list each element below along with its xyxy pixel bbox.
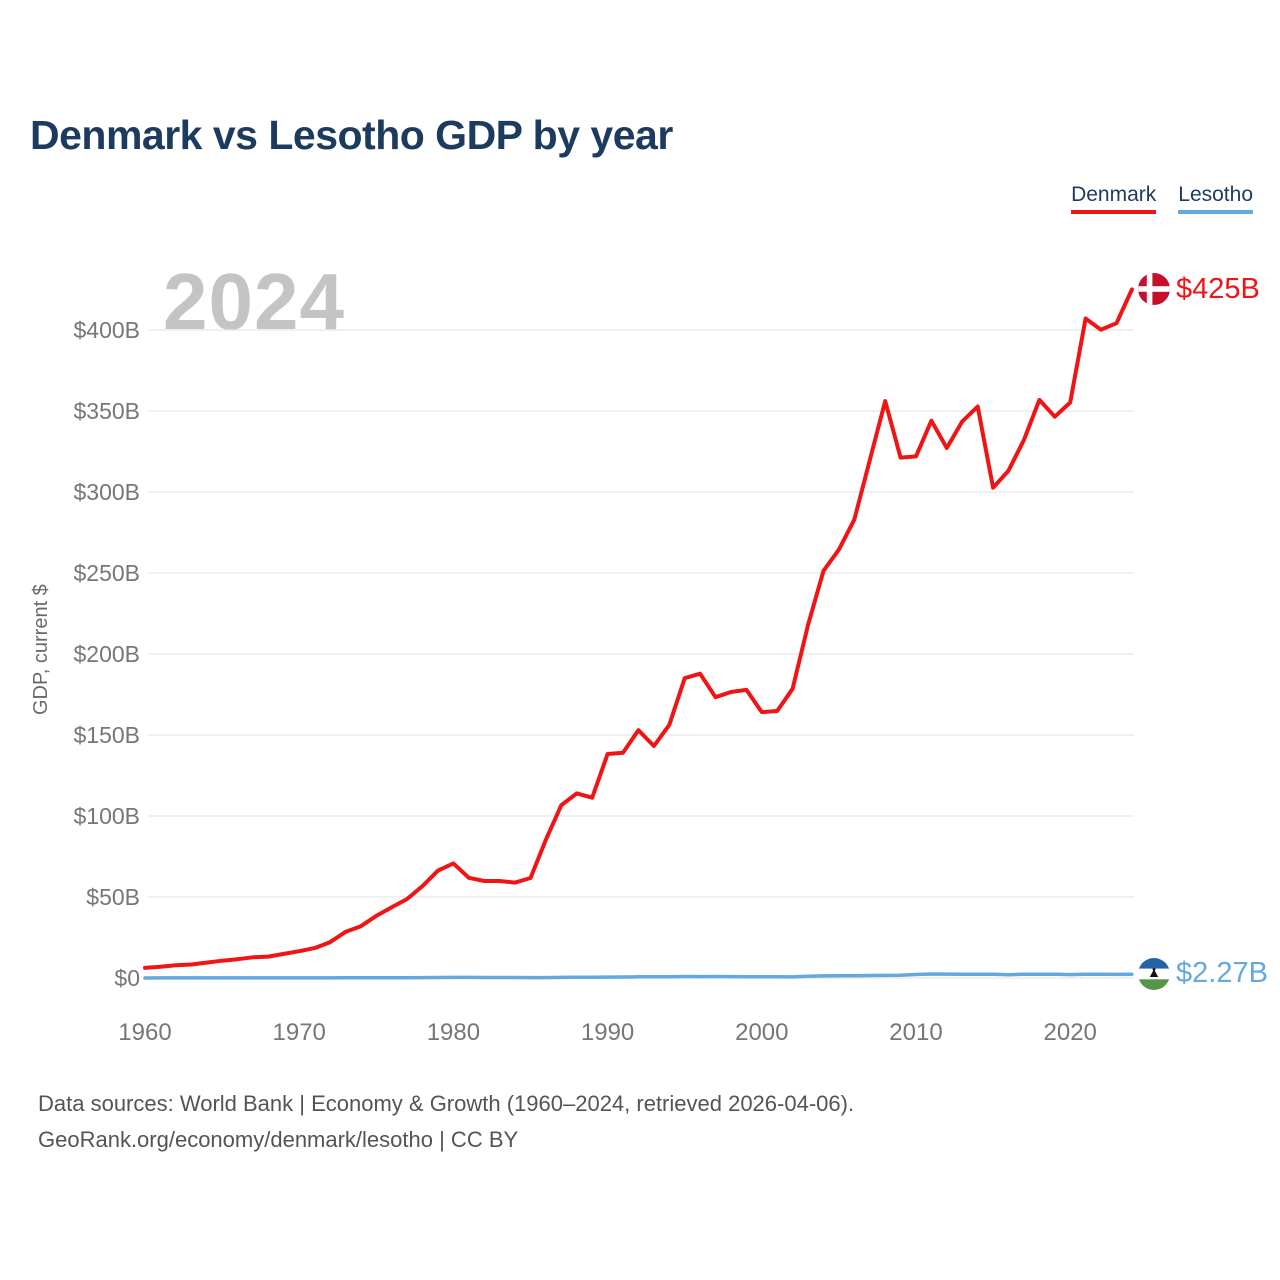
x-tick-label: 1980 xyxy=(427,1019,480,1046)
y-tick-label: $200B xyxy=(73,641,140,667)
x-tick-label: 2000 xyxy=(735,1019,788,1046)
legend: Denmark Lesotho xyxy=(1071,183,1253,214)
series-line-lesotho[interactable] xyxy=(143,972,1134,980)
y-tick-label: $350B xyxy=(73,398,140,424)
y-tick-label: $300B xyxy=(73,479,140,505)
x-tick-label: 2010 xyxy=(889,1019,942,1046)
denmark-flag-icon xyxy=(1138,273,1170,305)
legend-item-denmark[interactable]: Denmark xyxy=(1071,183,1157,214)
y-tick-label: $100B xyxy=(73,803,140,829)
x-tick-label: 1970 xyxy=(273,1019,326,1046)
footer-sources-line: Data sources: World Bank | Economy & Gro… xyxy=(38,1091,855,1116)
legend-item-lesotho[interactable]: Lesotho xyxy=(1178,183,1253,214)
y-tick-label: $50B xyxy=(86,884,140,910)
x-tick-label: 1960 xyxy=(118,1019,171,1046)
lesotho-end-value-label: $2.27B xyxy=(1176,957,1268,989)
y-tick-label: $250B xyxy=(73,560,140,586)
footer-attribution-line: GeoRank.org/economy/denmark/lesotho | CC… xyxy=(38,1127,519,1152)
lesotho-flag-icon xyxy=(1138,958,1170,990)
x-tick-label: 2020 xyxy=(1044,1019,1097,1046)
y-tick-label: $0 xyxy=(114,965,140,991)
year-watermark: 2024 xyxy=(163,257,345,346)
series-line-denmark[interactable] xyxy=(143,287,1134,970)
y-tick-label: $400B xyxy=(73,317,140,343)
chart-title: Denmark vs Lesotho GDP by year xyxy=(30,112,673,158)
footer: Data sources: World Bank | Economy & Gro… xyxy=(38,1086,854,1158)
x-tick-label: 1990 xyxy=(581,1019,634,1046)
y-tick-label: $150B xyxy=(73,722,140,748)
denmark-end-value-label: $425B xyxy=(1176,273,1260,305)
